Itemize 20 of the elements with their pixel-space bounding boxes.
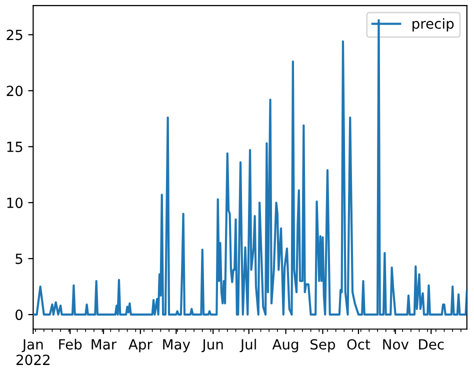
y-tick-label: 5 xyxy=(16,254,22,264)
x-tick-label: Jun xyxy=(202,339,223,352)
y-tick-label: 25 xyxy=(6,30,22,40)
legend-label: precip xyxy=(412,18,454,32)
y-tick-label: 10 xyxy=(7,198,23,208)
x-tick-label: Feb xyxy=(59,338,82,350)
x-tick-label: May xyxy=(163,339,190,352)
y-tick-label: 15 xyxy=(7,142,22,152)
x-tick-label: Jan 2022 xyxy=(16,339,50,366)
x-tick-label: Sep xyxy=(310,339,336,352)
x-tick-label: Apr xyxy=(128,339,152,352)
y-tick-label: 0 xyxy=(16,310,23,320)
x-tick-label: Mar xyxy=(92,339,117,350)
x-tick-label: Nov xyxy=(383,339,409,350)
x-tick-label: Jul xyxy=(240,338,256,352)
x-tick-label: Aug xyxy=(272,339,298,352)
x-tick-label: Dec xyxy=(419,339,444,350)
y-tick-label: 20 xyxy=(6,86,23,96)
x-tick-label: Oct xyxy=(347,339,370,350)
line-series xyxy=(33,19,467,316)
